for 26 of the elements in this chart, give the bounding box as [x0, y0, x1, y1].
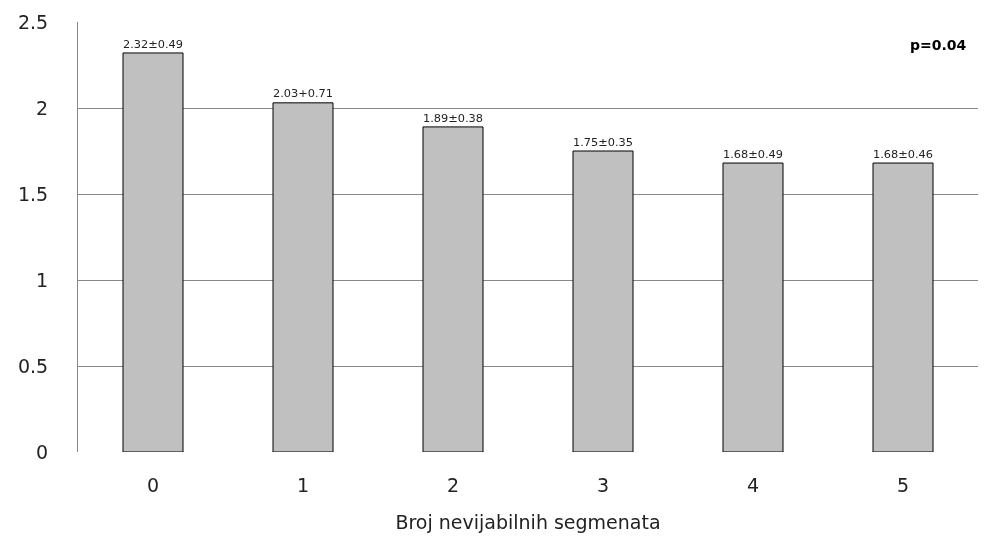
x-tick-label: 2 — [446, 474, 460, 496]
data-label: 1.68±0.46 — [873, 146, 933, 161]
bar — [722, 162, 784, 452]
y-tick-label: 0 — [36, 440, 49, 463]
y-tick-label: 2.5 — [17, 10, 49, 33]
data-label: 2.03+0.71 — [273, 86, 333, 101]
bar — [122, 52, 184, 452]
x-tick-label: 0 — [146, 474, 160, 496]
data-label: 1.68±0.49 — [723, 146, 783, 161]
x-tick-label: 1 — [296, 474, 310, 496]
x-tick-label: 4 — [746, 474, 760, 496]
bar — [572, 150, 634, 452]
y-tick-label: 2 — [36, 96, 49, 119]
x-tick-label: 3 — [596, 474, 610, 496]
bar — [422, 126, 484, 452]
y-tick-label: 1.5 — [17, 182, 49, 205]
annotation: p=0.04 — [910, 37, 967, 53]
y-tick-label: 1 — [36, 268, 49, 291]
data-label: 1.75±0.35 — [573, 134, 633, 149]
x-axis-title: Broj nevijabilnih segmenata — [395, 510, 661, 533]
y-tick-label: 0.5 — [17, 354, 49, 377]
data-label: 2.32±0.49 — [123, 36, 183, 51]
data-label: 1.89±0.38 — [423, 110, 483, 125]
bar — [872, 162, 934, 452]
x-tick-label: 5 — [896, 474, 910, 496]
bar — [272, 102, 334, 452]
